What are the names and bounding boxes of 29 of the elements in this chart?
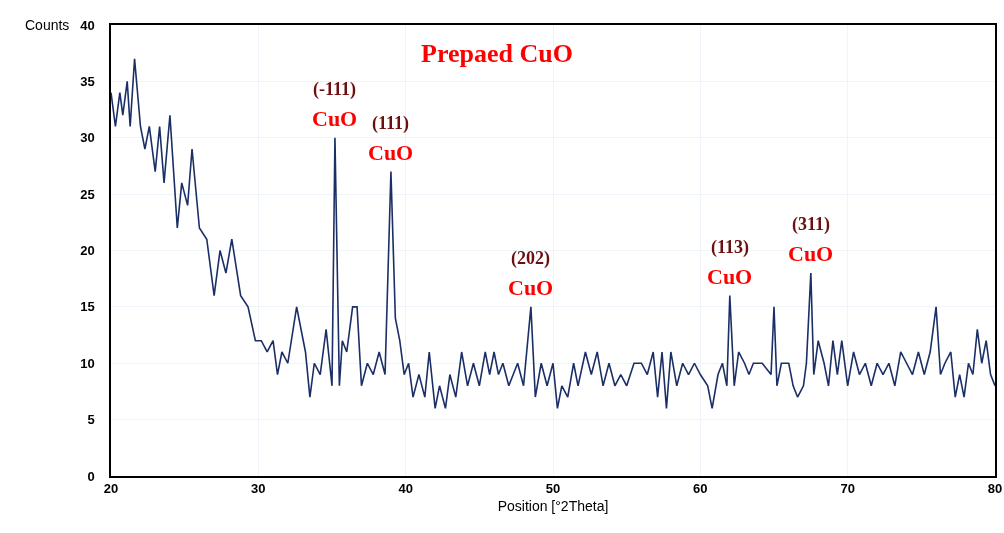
annotation: (111) [372,113,410,134]
y-tick-label: 30 [80,130,95,146]
annotation: CuO [312,106,358,131]
x-tick-label: 30 [251,481,266,497]
annotation: (-111) [313,79,356,100]
annotation: CuO [508,275,554,300]
y-tick-label: 35 [80,73,95,89]
annotation: (202) [511,248,550,269]
y-tick-label: 40 [80,17,95,33]
x-tick-label: 70 [840,481,855,497]
x-tick-label: 20 [103,481,119,497]
annotation: CuO [788,241,834,266]
annotation: CuO [707,264,753,289]
x-tick-label: 80 [987,481,1003,497]
annotation: CuO [368,140,414,165]
x-tick-label: 50 [545,481,561,497]
y-tick-label: 0 [87,468,95,484]
y-tick-label: 20 [80,243,95,259]
y-axis-title: Counts [25,17,70,33]
annotation: (113) [711,237,749,258]
y-tick-label: 15 [80,299,95,315]
annotation: (311) [792,214,830,235]
y-tick-label: 10 [80,355,95,371]
x-axis-title: Position [°2Theta] [497,498,609,515]
text: Prepaed CuO [421,39,573,69]
x-tick-label: 40 [398,481,413,497]
y-tick-label: 5 [87,412,95,428]
y-tick-label: 25 [80,186,95,202]
x-tick-label: 60 [693,481,708,497]
